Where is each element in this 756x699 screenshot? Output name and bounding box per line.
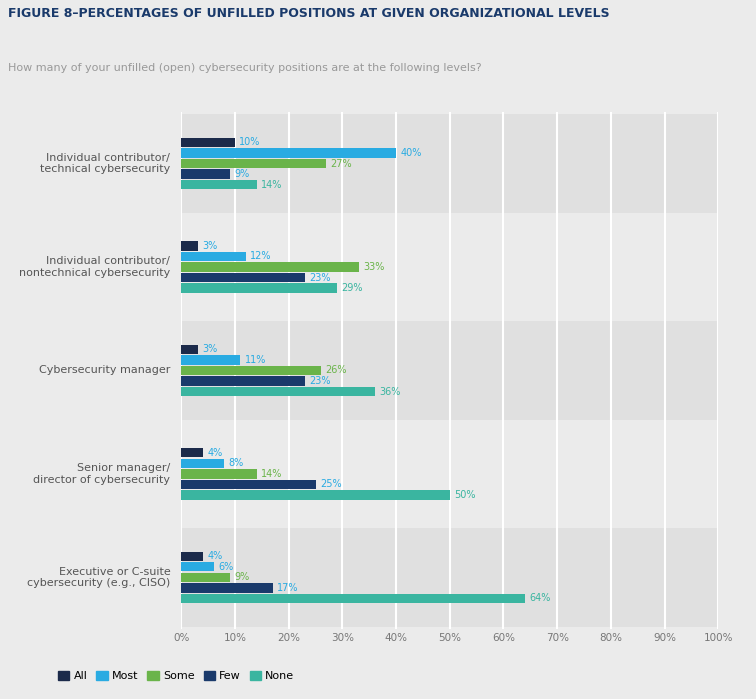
Text: How many of your unfilled (open) cybersecurity positions are at the following le: How many of your unfilled (open) cyberse… <box>8 63 481 73</box>
Text: 33%: 33% <box>363 262 384 272</box>
Bar <box>181 469 256 479</box>
Legend: All, Most, Some, Few, None: All, Most, Some, Few, None <box>58 671 294 682</box>
Bar <box>181 552 203 561</box>
Text: 9%: 9% <box>234 169 249 179</box>
Bar <box>181 159 327 168</box>
Bar <box>181 273 305 282</box>
Text: 14%: 14% <box>261 469 282 479</box>
Text: 50%: 50% <box>454 490 476 500</box>
Text: 64%: 64% <box>529 593 550 603</box>
Bar <box>181 114 718 213</box>
Text: 4%: 4% <box>207 552 222 561</box>
Text: 10%: 10% <box>240 138 261 147</box>
Bar <box>181 241 197 250</box>
Bar <box>181 321 718 420</box>
Text: 40%: 40% <box>401 148 422 158</box>
Bar <box>181 459 225 468</box>
Bar <box>181 148 396 158</box>
Text: 6%: 6% <box>218 562 233 572</box>
Bar <box>181 572 230 582</box>
Text: 8%: 8% <box>228 459 244 468</box>
Bar <box>181 594 525 603</box>
Text: 17%: 17% <box>277 583 299 593</box>
Bar <box>181 424 718 524</box>
Text: 27%: 27% <box>330 159 352 168</box>
Bar <box>181 528 718 627</box>
Text: 26%: 26% <box>325 366 347 375</box>
Text: 29%: 29% <box>342 283 363 293</box>
Bar <box>181 583 273 593</box>
Bar <box>181 448 203 457</box>
Bar <box>181 387 375 396</box>
Text: 3%: 3% <box>202 241 217 251</box>
Bar <box>181 562 214 572</box>
Bar <box>181 345 197 354</box>
Bar <box>181 284 337 293</box>
Text: 36%: 36% <box>379 387 401 396</box>
Bar <box>181 138 235 147</box>
Bar <box>181 180 256 189</box>
Text: 23%: 23% <box>309 376 330 386</box>
Text: 11%: 11% <box>245 355 266 365</box>
Bar <box>181 217 718 317</box>
Bar <box>181 376 305 386</box>
Text: 4%: 4% <box>207 448 222 458</box>
Text: 14%: 14% <box>261 180 282 189</box>
Bar <box>181 169 230 179</box>
Text: 3%: 3% <box>202 345 217 354</box>
Bar <box>181 480 316 489</box>
Bar <box>181 252 246 261</box>
Bar <box>181 355 240 365</box>
Text: 9%: 9% <box>234 572 249 582</box>
Text: FIGURE 8–PERCENTAGES OF UNFILLED POSITIONS AT GIVEN ORGANIZATIONAL LEVELS: FIGURE 8–PERCENTAGES OF UNFILLED POSITIO… <box>8 7 609 20</box>
Text: 12%: 12% <box>250 252 271 261</box>
Bar <box>181 366 321 375</box>
Text: 25%: 25% <box>320 480 342 489</box>
Text: 23%: 23% <box>309 273 330 282</box>
Bar <box>181 262 358 272</box>
Bar <box>181 491 450 500</box>
